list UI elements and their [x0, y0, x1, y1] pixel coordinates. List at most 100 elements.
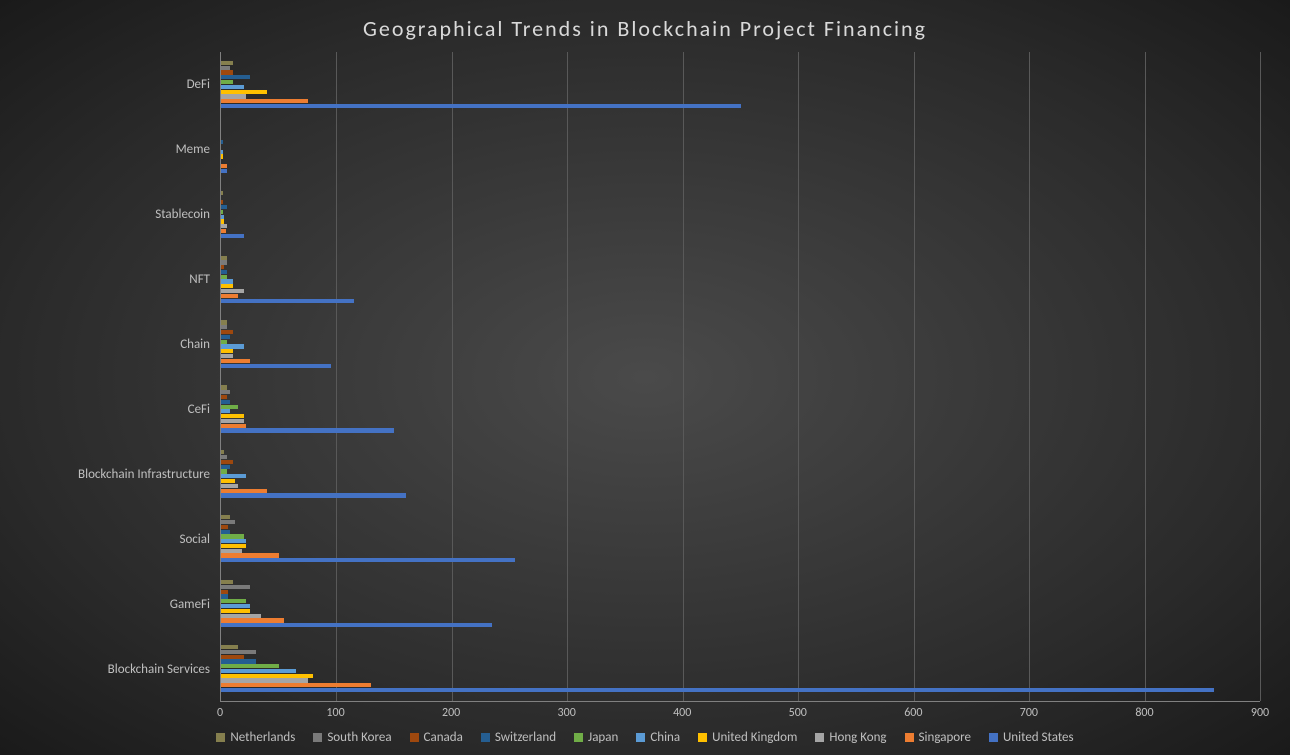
bar [221, 515, 230, 519]
bar [221, 493, 406, 497]
bar [221, 400, 230, 404]
y-axis-label: Stablecoin [30, 186, 210, 244]
x-axis-tick: 100 [326, 706, 344, 720]
bar [221, 664, 279, 668]
legend-swatch [636, 733, 645, 742]
bar [221, 414, 244, 418]
legend-swatch [989, 733, 998, 742]
bar [221, 465, 230, 469]
x-axis-tick: 800 [1135, 706, 1153, 720]
bar [221, 683, 371, 687]
bar [221, 279, 233, 283]
bar [221, 534, 244, 538]
bar [221, 614, 261, 618]
bar [221, 544, 246, 548]
bar [221, 284, 233, 288]
bar [221, 85, 244, 89]
legend-item: United Kingdom [698, 730, 797, 745]
x-axis-tick: 900 [1251, 706, 1269, 720]
bar [221, 75, 250, 79]
bar [221, 164, 227, 168]
plot-wrap: DeFiMemeStablecoinNFTChainCeFiBlockchain… [30, 52, 1260, 702]
bar [221, 669, 296, 673]
bar [221, 154, 223, 158]
category-group [221, 377, 1260, 442]
legend-label: Hong Kong [829, 730, 886, 745]
bar [221, 340, 227, 344]
bar [221, 580, 233, 584]
legend-item: Canada [410, 730, 463, 745]
bar [221, 299, 354, 303]
bar [221, 270, 227, 274]
bar [221, 484, 238, 488]
legend-label: China [650, 730, 680, 745]
bar [221, 599, 246, 603]
category-group [221, 247, 1260, 312]
legend-swatch [216, 733, 225, 742]
y-axis-label: DeFi [30, 56, 210, 114]
x-axis-tick: 500 [789, 706, 807, 720]
bar [221, 460, 233, 464]
bar [221, 659, 256, 663]
bar [221, 419, 244, 423]
bar [221, 609, 250, 613]
y-axis-label: Chain [30, 316, 210, 374]
plot-area [220, 52, 1260, 702]
category-group [221, 52, 1260, 117]
bar [221, 474, 246, 478]
bar [221, 150, 223, 154]
bar [221, 265, 224, 269]
bar [221, 289, 244, 293]
bar [221, 479, 235, 483]
bar [221, 455, 227, 459]
bar [221, 539, 246, 543]
bar [221, 678, 308, 682]
legend-label: Switzerland [495, 730, 556, 745]
legend-item: South Korea [313, 730, 391, 745]
bar [221, 205, 227, 209]
bar [221, 604, 250, 608]
bar [221, 359, 250, 363]
legend-label: South Korea [327, 730, 391, 745]
bar [221, 405, 238, 409]
bar [221, 354, 233, 358]
y-axis-label: Meme [30, 121, 210, 179]
bar [221, 275, 227, 279]
bar [221, 234, 244, 238]
legend-swatch [698, 733, 707, 742]
bar [221, 200, 223, 204]
chart-container: Geographical Trends in Blockchain Projec… [0, 0, 1290, 755]
bar [221, 558, 515, 562]
bar [221, 618, 284, 622]
bar [221, 585, 250, 589]
bar [221, 674, 313, 678]
bar [221, 530, 230, 534]
bar [221, 450, 224, 454]
legend-item: United States [989, 730, 1074, 745]
bar [221, 623, 492, 627]
bar [221, 520, 235, 524]
bar [221, 385, 227, 389]
y-axis-label: Blockchain Services [30, 641, 210, 699]
x-axis-tick: 300 [558, 706, 576, 720]
category-group [221, 312, 1260, 377]
bar [221, 70, 233, 74]
legend-label: United Kingdom [712, 730, 797, 745]
legend-item: Netherlands [216, 730, 295, 745]
y-axis-label: GameFi [30, 576, 210, 634]
bar [221, 90, 267, 94]
bar [221, 66, 230, 70]
category-group [221, 441, 1260, 506]
bar [221, 655, 244, 659]
bar [221, 210, 223, 214]
x-axis-tick: 200 [442, 706, 460, 720]
bar [221, 320, 227, 324]
bar [221, 335, 230, 339]
bar [221, 344, 244, 348]
bar [221, 294, 238, 298]
x-axis: 0100200300400500600700800900 [220, 702, 1260, 722]
bar [221, 169, 227, 173]
chart-title: Geographical Trends in Blockchain Projec… [30, 15, 1260, 42]
legend-label: Netherlands [230, 730, 295, 745]
bar [221, 424, 246, 428]
